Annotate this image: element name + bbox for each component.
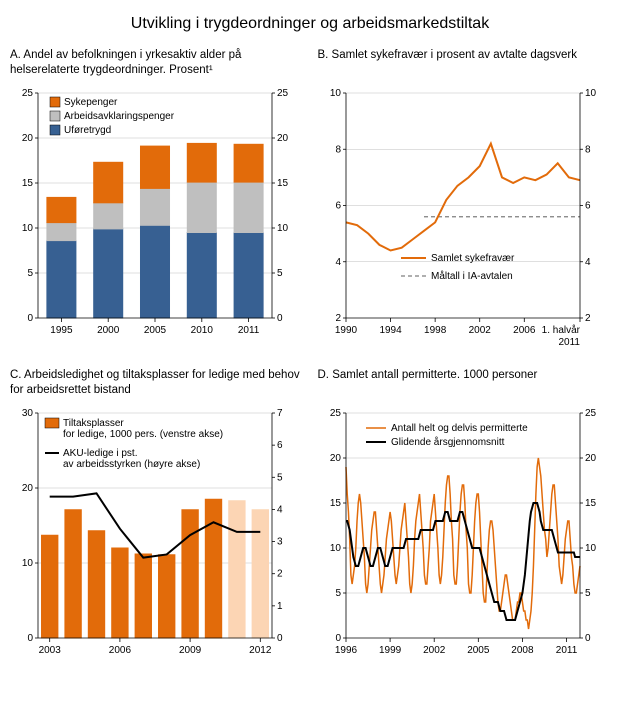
svg-text:5: 5	[277, 268, 283, 279]
svg-text:25: 25	[22, 88, 34, 99]
svg-text:for ledige, 1000 pers. (venstr: for ledige, 1000 pers. (venstre akse)	[63, 429, 223, 440]
svg-text:Glidende årsgjennomsnitt: Glidende årsgjennomsnitt	[391, 436, 505, 448]
svg-text:5: 5	[277, 472, 283, 483]
svg-text:1995: 1995	[50, 325, 73, 336]
svg-text:10: 10	[329, 543, 341, 554]
svg-text:4: 4	[277, 504, 283, 515]
svg-text:10: 10	[22, 223, 34, 234]
svg-text:2003: 2003	[39, 645, 62, 656]
svg-text:10: 10	[277, 223, 289, 234]
svg-text:2008: 2008	[511, 645, 534, 656]
svg-text:2011: 2011	[238, 325, 260, 336]
svg-text:20: 20	[22, 483, 34, 494]
svg-text:2012: 2012	[249, 645, 272, 656]
svg-text:2: 2	[335, 313, 341, 324]
svg-text:0: 0	[585, 633, 591, 644]
svg-text:2000: 2000	[97, 325, 120, 336]
panel-c: C. Arbeidsledighet og tiltaksplasser for…	[10, 368, 303, 668]
svg-text:10: 10	[329, 88, 341, 99]
svg-text:0: 0	[335, 633, 341, 644]
svg-text:4: 4	[335, 257, 341, 268]
svg-text:6: 6	[585, 201, 591, 212]
svg-text:av arbeidsstyrken (høyre akse): av arbeidsstyrken (høyre akse)	[63, 459, 200, 470]
chart-b: 2 2 4 4 6 6 8 8 10 10 1990 1994 1998 2002 2006 1. halvå…	[318, 88, 608, 348]
panel-b-title: B. Samlet sykefravær i prosent av avtalt…	[318, 48, 611, 80]
svg-text:AKU-ledige i pst.: AKU-ledige i pst.	[63, 448, 137, 459]
svg-text:20: 20	[329, 453, 341, 464]
svg-text:10: 10	[22, 558, 34, 569]
svg-text:0: 0	[277, 313, 283, 324]
svg-text:10: 10	[585, 88, 597, 99]
svg-text:5: 5	[585, 588, 591, 599]
svg-text:8: 8	[335, 144, 341, 155]
svg-text:1. halvår: 1. halvår	[541, 324, 580, 336]
svg-text:1996: 1996	[334, 645, 357, 656]
chart-c: 0 10 20 30 0 1 2 3 4 5 6 7 2003 2006 2009 2012 Tiltakspl…	[10, 408, 300, 668]
main-title: Utvikling i trygdeordninger og arbeidsma…	[10, 15, 610, 33]
svg-text:1990: 1990	[334, 325, 357, 336]
svg-text:15: 15	[329, 498, 341, 509]
svg-text:2002: 2002	[423, 645, 446, 656]
svg-text:0: 0	[27, 313, 33, 324]
svg-text:0: 0	[277, 633, 283, 644]
svg-text:3: 3	[277, 537, 283, 548]
svg-text:Sykepenger: Sykepenger	[64, 97, 118, 108]
svg-text:30: 30	[22, 408, 34, 419]
svg-text:2006: 2006	[109, 645, 132, 656]
svg-text:6: 6	[277, 440, 283, 451]
svg-text:1998: 1998	[424, 325, 447, 336]
svg-text:8: 8	[585, 144, 591, 155]
svg-text:Tiltaksplasser: Tiltaksplasser	[63, 418, 124, 429]
svg-text:5: 5	[335, 588, 341, 599]
svg-text:2: 2	[277, 569, 283, 580]
svg-text:2: 2	[585, 313, 591, 324]
svg-text:5: 5	[27, 268, 33, 279]
svg-text:1999: 1999	[378, 645, 401, 656]
svg-text:Samlet sykefravær: Samlet sykefravær	[431, 253, 515, 264]
svg-text:25: 25	[329, 408, 341, 419]
svg-text:2009: 2009	[179, 645, 202, 656]
svg-text:25: 25	[585, 408, 597, 419]
svg-text:Arbeidsavklaringspenger: Arbeidsavklaringspenger	[64, 111, 175, 122]
svg-text:2002: 2002	[468, 325, 491, 336]
panel-d: D. Samlet antall permitterte. 1000 perso…	[318, 368, 611, 668]
svg-text:20: 20	[22, 133, 34, 144]
panel-a-title: A. Andel av befolkningen i yrkesaktiv al…	[10, 48, 303, 80]
svg-text:Antall helt og delvis permitte: Antall helt og delvis permitterte	[391, 423, 528, 434]
svg-text:2005: 2005	[144, 325, 167, 336]
chart-grid: A. Andel av befolkningen i yrkesaktiv al…	[10, 48, 610, 668]
svg-text:15: 15	[277, 178, 289, 189]
svg-text:15: 15	[585, 498, 597, 509]
svg-text:2011: 2011	[558, 337, 580, 348]
svg-text:20: 20	[585, 453, 597, 464]
panel-b: B. Samlet sykefravær i prosent av avtalt…	[318, 48, 611, 348]
svg-text:2010: 2010	[191, 325, 214, 336]
svg-text:10: 10	[585, 543, 597, 554]
svg-text:25: 25	[277, 88, 289, 99]
svg-text:2005: 2005	[467, 645, 490, 656]
svg-text:15: 15	[22, 178, 34, 189]
svg-text:Uføretrygd: Uføretrygd	[64, 125, 111, 136]
panel-a: A. Andel av befolkningen i yrkesaktiv al…	[10, 48, 303, 348]
svg-text:2011: 2011	[555, 645, 577, 656]
svg-text:2006: 2006	[513, 325, 536, 336]
chart-a: 0 0 5 5 10 10 15 15 20 20 25 25 1995 2000 2005 2010 2011…	[10, 88, 300, 348]
svg-text:1994: 1994	[379, 325, 402, 336]
svg-text:0: 0	[27, 633, 33, 644]
svg-text:6: 6	[335, 201, 341, 212]
svg-text:Måltall i IA-avtalen: Måltall i IA-avtalen	[431, 270, 513, 282]
panel-d-title: D. Samlet antall permitterte. 1000 perso…	[318, 368, 611, 400]
chart-d: 0 0 5 5 10 10 15 15 20 20 25 25 1996 1999 2002 2005 2008…	[318, 408, 608, 668]
svg-text:4: 4	[585, 257, 591, 268]
panel-c-title: C. Arbeidsledighet og tiltaksplasser for…	[10, 368, 303, 400]
svg-text:1: 1	[277, 601, 283, 612]
svg-text:20: 20	[277, 133, 289, 144]
svg-text:7: 7	[277, 408, 283, 419]
